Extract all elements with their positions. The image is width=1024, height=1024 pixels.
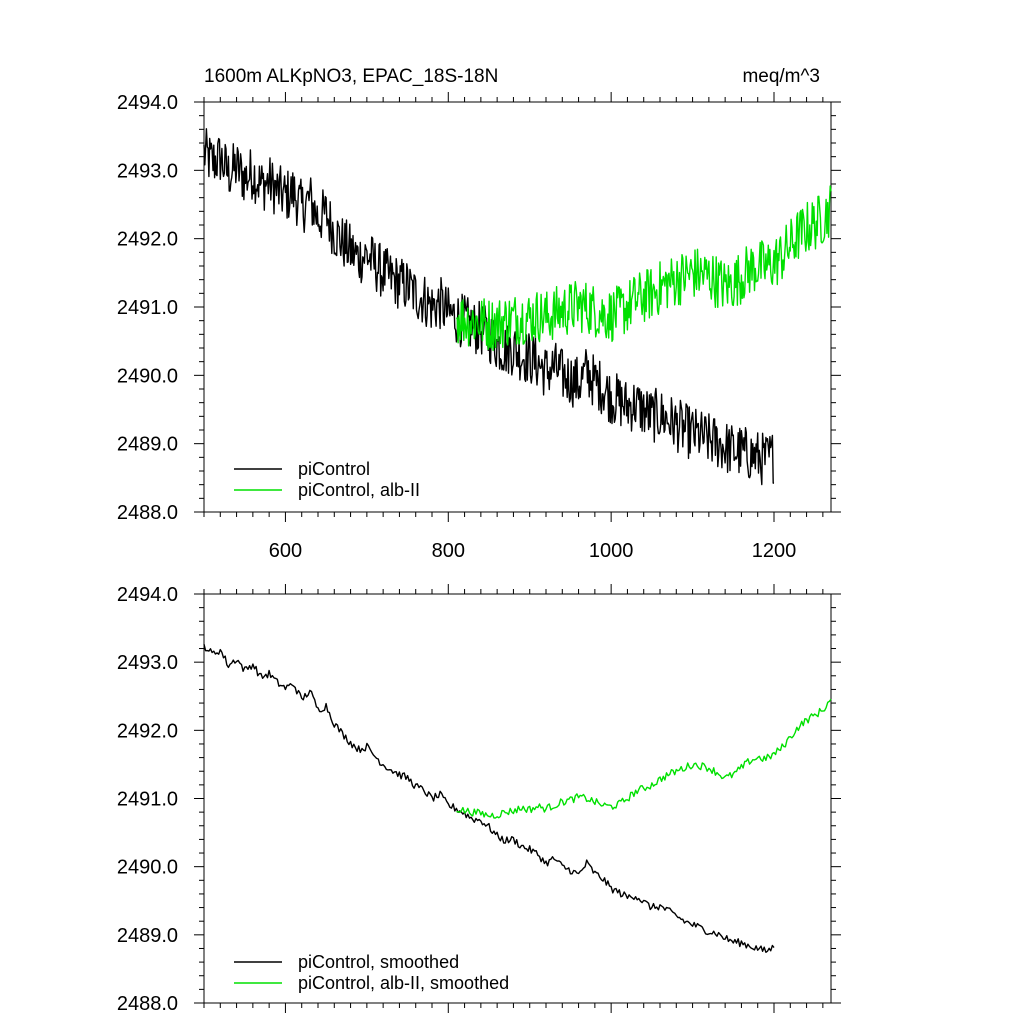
legend-label-alb-ii: piControl, alb-II	[298, 480, 420, 500]
y-tick-label: 2494.0	[117, 92, 178, 114]
legend-label-picontrol: piControl	[298, 459, 370, 479]
y-tick-label: 2489.0	[117, 925, 178, 947]
legend-label-picontrol-smoothed: piControl, smoothed	[298, 952, 459, 972]
y-tick-label: 2490.0	[117, 365, 178, 387]
x-tick-label: 1200	[752, 540, 797, 562]
bottom-panel: 2488.0 2489.0 2490.0 2491.0 2492.0 2493.0 2494…	[117, 584, 841, 1015]
x-tick-label: 600	[269, 540, 302, 562]
y-tick-label: 2490.0	[117, 857, 178, 879]
y-tick-label: 2493.0	[117, 652, 178, 674]
y-tick-label: 2492.0	[117, 229, 178, 251]
y-tick-label: 2494.0	[117, 584, 178, 606]
y-tick-label: 2489.0	[117, 434, 178, 456]
y-tick-label: 2491.0	[117, 789, 178, 811]
top-legend: piControl piControl, alb-II	[234, 459, 420, 500]
series-line-picontrol-alb-ii	[455, 185, 832, 352]
x-tick-label: 1000	[589, 540, 634, 562]
series-line-picontrol-smoothed	[203, 644, 775, 953]
y-tick-label: 2488.0	[117, 502, 178, 524]
x-tick-label: 800	[432, 540, 465, 562]
y-tick-label: 2491.0	[117, 297, 178, 319]
units-label: meq/m^3	[742, 66, 820, 87]
bottom-legend: piControl, smoothed piControl, alb-II, s…	[234, 952, 509, 993]
y-tick-label: 2492.0	[117, 720, 178, 742]
y-tick-label: 2488.0	[117, 993, 178, 1015]
top-panel: 600 800 1000 1200 2488.0 2489.0 2490.0 2491.0 24…	[117, 92, 841, 562]
legend-label-alb-ii-smoothed: piControl, alb-II, smoothed	[298, 973, 509, 993]
y-tick-label: 2493.0	[117, 160, 178, 182]
chart-title: 1600m ALKpNO3, EPAC_18S-18N	[204, 66, 498, 87]
series-line-picontrol-alb-ii-smoothed	[456, 698, 832, 819]
